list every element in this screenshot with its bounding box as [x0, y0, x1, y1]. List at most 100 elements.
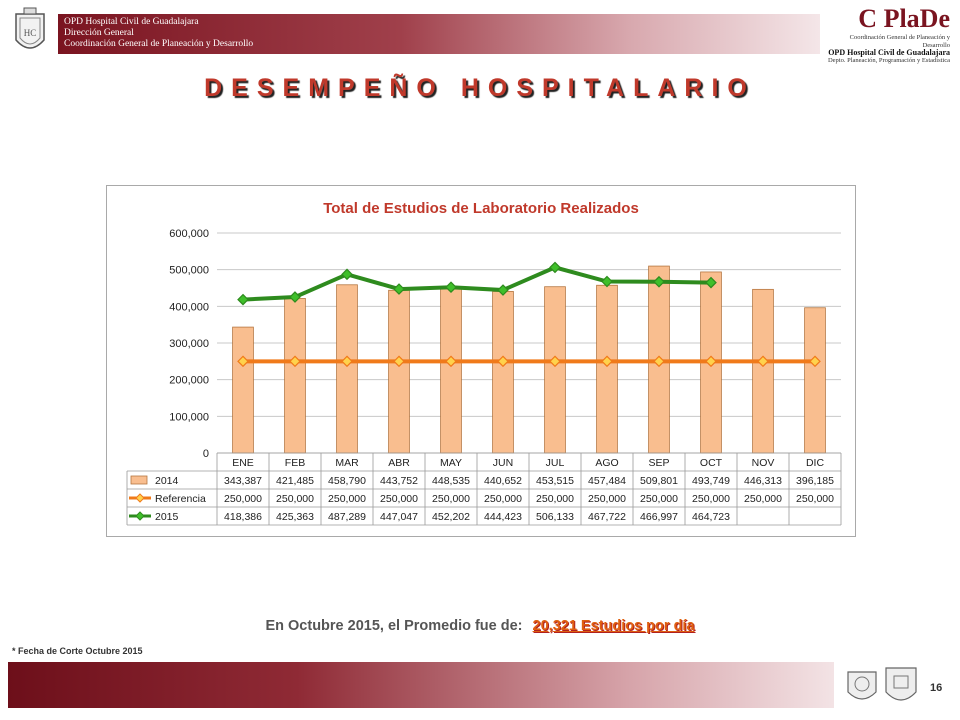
data-label: 453,515	[536, 475, 574, 487]
marker-2015	[653, 275, 665, 288]
reference-marker	[341, 355, 353, 368]
legend-marker-2015	[135, 511, 145, 521]
header-org-text: OPD Hospital Civil de Guadalajara Direcc…	[64, 17, 253, 50]
y-tick-label: 0	[203, 448, 209, 460]
x-tick-label: MAR	[335, 457, 359, 469]
x-tick-label: MAY	[440, 457, 462, 469]
data-label: 458,790	[328, 475, 366, 487]
marker-2015	[237, 293, 249, 306]
data-label: 343,387	[224, 475, 262, 487]
marker-2015	[705, 276, 717, 289]
bar-2014	[440, 288, 462, 454]
caption-text: En Octubre 2015, el Promedio fue de:	[265, 618, 523, 634]
x-tick-label: ENE	[232, 457, 254, 469]
y-tick-label: 100,000	[169, 411, 209, 423]
data-label: 250,000	[224, 493, 262, 505]
data-label: 446,313	[744, 475, 782, 487]
data-label: 250,000	[276, 493, 314, 505]
data-label: 250,000	[744, 493, 782, 505]
x-tick-label: SEP	[648, 457, 669, 469]
data-label: 250,000	[640, 493, 678, 505]
coplade-wordmark: C PlaDe	[858, 4, 950, 33]
data-label: 440,652	[484, 475, 522, 487]
data-label: 250,000	[380, 493, 418, 505]
legend-label: Referencia	[155, 493, 206, 505]
reference-marker	[653, 355, 665, 368]
data-label: 250,000	[432, 493, 470, 505]
reference-marker	[601, 355, 613, 368]
average-caption: En Octubre 2015, el Promedio fue de: 20,…	[0, 618, 960, 634]
data-label: 250,000	[692, 493, 730, 505]
bar-2014	[492, 291, 514, 454]
data-label: 467,722	[588, 511, 626, 523]
data-label: 487,289	[328, 511, 366, 523]
bar-2014	[232, 326, 254, 454]
bar-2014	[596, 284, 618, 454]
page-title: DESEMPEÑO HOSPITALARIO	[204, 74, 756, 102]
data-label: 443,752	[380, 475, 418, 487]
data-label: 250,000	[796, 493, 834, 505]
lab-studies-chart: Total de Estudios de Laboratorio Realiza…	[106, 185, 856, 537]
bar-2014	[752, 288, 774, 454]
bar-2014	[804, 307, 826, 454]
data-label: 250,000	[588, 493, 626, 505]
header-line: Dirección General	[64, 28, 134, 38]
reference-marker	[705, 355, 717, 368]
x-tick-label: DIC	[806, 457, 825, 469]
x-tick-label: ABR	[388, 457, 410, 469]
x-tick-label: FEB	[285, 457, 305, 469]
marker-2015	[341, 268, 353, 281]
x-tick-label: AGO	[595, 457, 618, 469]
reference-marker	[497, 355, 509, 368]
x-tick-label: JUL	[546, 457, 565, 469]
marker-2015	[549, 261, 561, 274]
legend-key-2014	[130, 475, 148, 485]
legend-label: 2014	[155, 475, 179, 487]
chart-title: Total de Estudios de Laboratorio Realiza…	[323, 200, 639, 217]
y-tick-label: 400,000	[169, 301, 209, 313]
reference-marker	[809, 355, 821, 368]
x-tick-label: JUN	[493, 457, 513, 469]
marker-2015	[445, 281, 457, 294]
x-tick-label: NOV	[752, 457, 775, 469]
data-label: 444,423	[484, 511, 522, 523]
reference-marker	[237, 355, 249, 368]
svg-text:HC: HC	[24, 28, 37, 38]
legend-label: 2015	[155, 511, 179, 523]
reference-marker	[757, 355, 769, 368]
y-tick-label: 600,000	[169, 228, 209, 240]
data-label: 464,723	[692, 511, 730, 523]
data-label: 506,133	[536, 511, 574, 523]
reference-marker	[289, 355, 301, 368]
bar-2014	[388, 289, 410, 454]
marker-2015	[289, 291, 301, 303]
data-label: 418,386	[224, 511, 262, 523]
marker-2015	[393, 283, 405, 295]
reference-marker	[549, 355, 561, 368]
y-tick-label: 200,000	[169, 375, 209, 387]
logo-line: OPD Hospital Civil de Guadalajara	[828, 48, 950, 57]
marker-2015	[497, 284, 509, 296]
data-label: 448,535	[432, 475, 470, 487]
header-line: OPD Hospital Civil de Guadalajara	[64, 17, 199, 27]
data-label: 493,749	[692, 475, 730, 487]
logo-line: Coordinación General de Planeación y Des…	[849, 34, 950, 49]
data-label: 250,000	[328, 493, 366, 505]
university-crest-icon: HC	[15, 7, 45, 49]
footer-crests-icon	[847, 667, 917, 701]
data-label: 250,000	[536, 493, 574, 505]
footer-band	[8, 662, 834, 708]
x-tick-label: OCT	[700, 457, 723, 469]
data-label: 457,484	[588, 475, 626, 487]
coplade-logo: C PlaDe Coordinación General de Planeaci…	[822, 4, 950, 64]
reference-marker	[445, 355, 457, 368]
header-line: Coordinación General de Planeación y Des…	[64, 39, 254, 49]
chart-svg: Total de Estudios de Laboratorio Realiza…	[126, 200, 842, 526]
data-label: 425,363	[276, 511, 314, 523]
logo-line: Depto. Planeación, Programación y Estadí…	[827, 56, 950, 64]
line-2015	[242, 265, 712, 302]
legend-marker-reference	[135, 493, 145, 503]
page-number: 16	[930, 682, 943, 694]
bar-2014	[336, 284, 358, 454]
data-label: 452,202	[432, 511, 470, 523]
